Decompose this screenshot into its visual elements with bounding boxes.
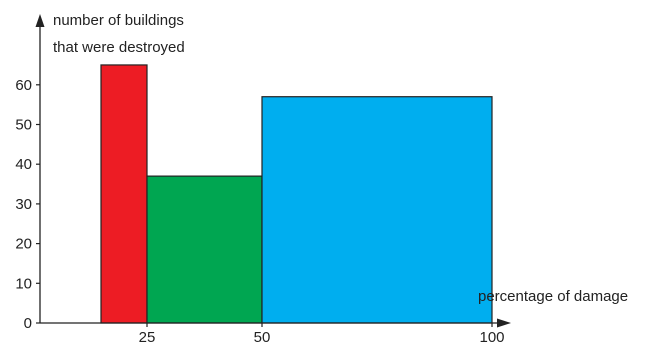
x-tick-label: 100 — [479, 329, 504, 343]
y-tick-label: 50 — [15, 117, 32, 134]
y-tick-label: 0 — [24, 315, 32, 332]
x-axis-arrow-icon — [497, 318, 511, 328]
y-tick-label: 40 — [15, 156, 32, 173]
x-ticks-group: 25 50 100 — [139, 323, 505, 343]
y-axis-label-line-1: number of buildings — [53, 12, 184, 29]
y-axis-label-line-2: that were destroyed — [53, 39, 185, 56]
bars-group — [100, 64, 493, 324]
x-tick-label: 50 — [254, 329, 271, 343]
y-ticks-group: 0 10 20 30 40 50 60 — [15, 77, 40, 332]
x-axis-label: percentage of damage — [478, 288, 628, 305]
y-tick-label: 20 — [15, 236, 32, 253]
y-tick-label: 60 — [15, 77, 32, 94]
histogram-bar-3 — [261, 96, 493, 324]
histogram-bar-1 — [100, 64, 148, 324]
histogram-bar-2 — [146, 175, 263, 324]
x-tick-label: 25 — [139, 329, 156, 343]
y-axis-arrow-icon — [35, 14, 45, 27]
y-tick-label: 30 — [15, 196, 32, 213]
y-tick-label: 10 — [15, 275, 32, 292]
